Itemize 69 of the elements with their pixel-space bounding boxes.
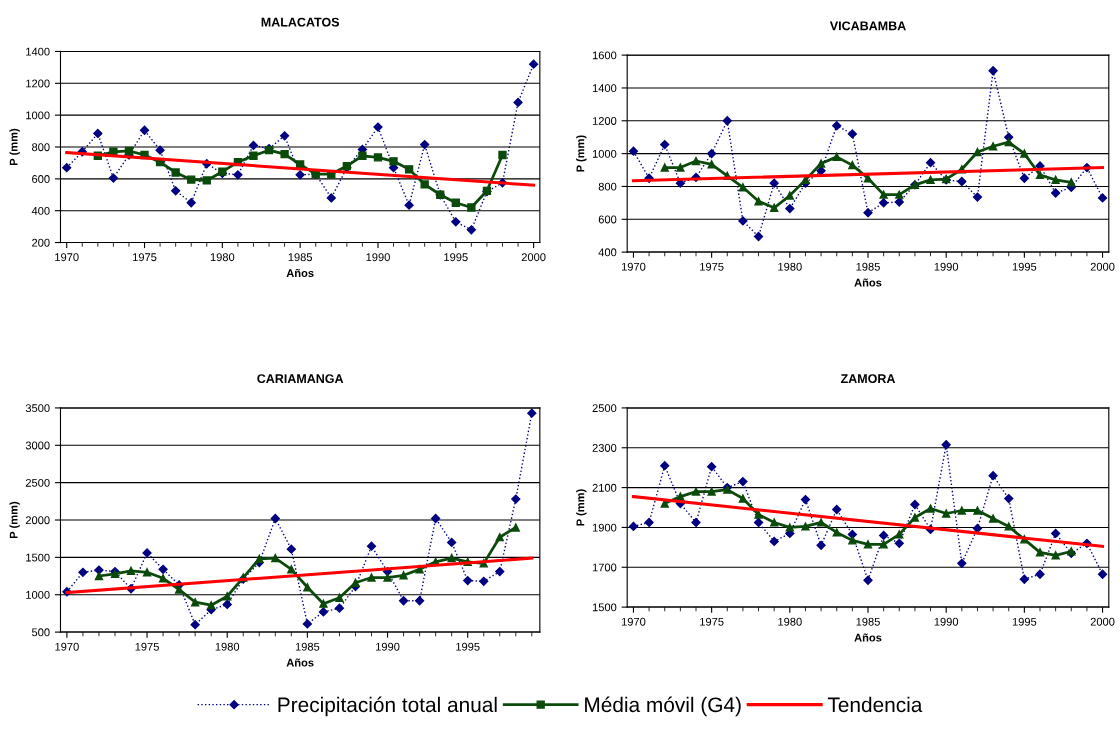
x-tick-label: 1970 (621, 617, 646, 626)
y-tick-label: 600 (32, 175, 50, 183)
y-tick-label: 2100 (592, 483, 617, 492)
y-tick-label: 500 (31, 628, 50, 637)
x-tick-label: 1990 (934, 262, 959, 271)
y-tick-label: 2500 (592, 404, 617, 413)
x-tick-label: 1980 (210, 253, 235, 262)
y-axis-title: P (mm) (576, 135, 587, 172)
x-tick-label: 1995 (444, 253, 468, 262)
y-axis-title: P (mm) (9, 501, 20, 538)
x-tick-label: 1985 (856, 617, 880, 626)
chart-title: VICABAMBA (829, 21, 906, 31)
x-axis-title: Años (286, 658, 314, 667)
y-tick-label: 1600 (592, 51, 617, 60)
y-tick-label: 1200 (26, 79, 50, 88)
x-tick-label: 1985 (856, 262, 880, 271)
y-tick-label: 1500 (26, 553, 50, 562)
y-tick-label: 400 (598, 248, 617, 257)
legend-label: Tendencia (827, 696, 923, 713)
x-tick-label: 1970 (55, 253, 79, 262)
x-tick-label: 1985 (288, 253, 313, 262)
x-tick-label: 1970 (621, 262, 646, 271)
x-tick-label: 1970 (55, 642, 79, 651)
chart-title: MALACATOS (261, 17, 340, 27)
y-tick-label: 1200 (592, 117, 617, 125)
y-tick-label: 1700 (592, 563, 617, 572)
legend-label: Precipitación total anual (278, 696, 497, 717)
chart-title: ZAMORA (840, 374, 896, 384)
x-axis-title: Años (854, 633, 882, 642)
x-tick-label: 1975 (135, 642, 159, 651)
y-tick-label: 200 (32, 238, 50, 247)
y-tick-label: 400 (31, 206, 50, 215)
x-axis-title: Años (286, 268, 314, 278)
y-tick-label: 3000 (25, 441, 50, 450)
x-tick-label: 1980 (215, 642, 240, 651)
x-tick-label: 1985 (295, 642, 320, 651)
y-tick-label: 1000 (26, 111, 50, 120)
y-tick-label: 1400 (26, 47, 50, 56)
legend-label: Média móvil (G4) (585, 696, 741, 717)
y-tick-label: 800 (32, 143, 50, 152)
y-axis-title: P (mm) (576, 489, 587, 526)
x-tick-label: 1975 (700, 262, 724, 271)
x-tick-label: 1995 (456, 642, 480, 651)
x-tick-label: 1990 (366, 253, 390, 262)
x-tick-label: 1990 (376, 642, 400, 651)
y-tick-label: 3500 (25, 404, 50, 413)
x-tick-label: 1975 (133, 253, 157, 262)
x-tick-label: 1975 (700, 617, 724, 626)
x-tick-label: 1990 (934, 617, 959, 626)
y-tick-label: 1000 (592, 149, 617, 158)
y-tick-label: 1400 (592, 84, 617, 93)
y-tick-label: 2000 (25, 516, 50, 525)
x-tick-label: 2000 (521, 253, 546, 262)
y-tick-label: 2500 (25, 478, 50, 487)
x-tick-label: 1980 (778, 617, 802, 626)
x-tick-label: 1980 (778, 262, 802, 271)
y-tick-label: 1500 (592, 603, 617, 612)
chart-title: CARIAMANGA (257, 374, 344, 384)
x-tick-label: 1995 (1012, 617, 1037, 626)
x-axis-title: Años (854, 278, 882, 287)
y-tick-label: 600 (598, 215, 617, 224)
x-tick-label: 2000 (1090, 262, 1115, 271)
y-tick-label: 800 (598, 182, 617, 191)
y-axis-title: P (mm) (9, 128, 20, 165)
y-tick-label: 1900 (592, 523, 617, 532)
y-tick-label: 1000 (26, 591, 50, 599)
x-tick-label: 2000 (1090, 617, 1115, 626)
x-tick-label: 1995 (1012, 262, 1037, 271)
y-tick-label: 2300 (592, 444, 617, 452)
